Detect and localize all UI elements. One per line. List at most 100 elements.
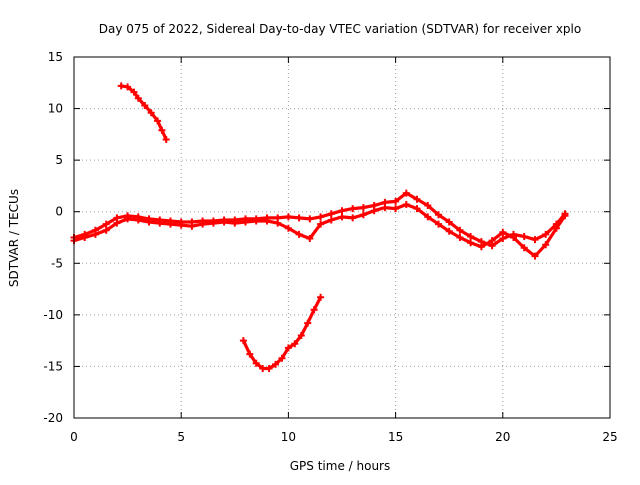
data-point: [445, 218, 453, 226]
y-tick-label: 15: [48, 50, 63, 64]
data-point: [456, 226, 464, 234]
data-point: [413, 195, 421, 203]
data-point: [145, 218, 153, 226]
data-point: [265, 365, 273, 372]
data-point: [402, 201, 410, 208]
data-point: [124, 215, 132, 223]
data-point: [134, 216, 142, 224]
y-tick-label: -20: [43, 411, 63, 425]
data-point: [102, 220, 110, 228]
data-point: [542, 241, 550, 249]
data-point: [220, 218, 228, 226]
data-point: [246, 350, 254, 358]
data-point: [359, 204, 367, 212]
data-point: [158, 126, 166, 134]
data-point: [370, 207, 378, 215]
y-axis-label: SDTVAR / TECUs: [7, 189, 21, 287]
data-point: [306, 235, 314, 242]
x-tick-label: 25: [602, 430, 617, 444]
data-point: [488, 237, 496, 245]
data-point: [141, 102, 149, 109]
data-point: [552, 224, 560, 232]
data-point: [147, 109, 155, 117]
x-tick-label: 20: [495, 430, 510, 444]
data-point: [306, 215, 314, 223]
data-point: [274, 219, 282, 227]
data-point: [531, 252, 539, 260]
data-point: [242, 218, 249, 226]
y-tick-labels: -20 -15 -10 -5 0 5 10 15: [43, 50, 63, 425]
data-point: [304, 319, 312, 327]
data-point: [310, 306, 318, 314]
data-point: [499, 228, 507, 236]
data-point: [338, 207, 346, 215]
data-point: [209, 219, 217, 227]
data-point: [284, 224, 292, 232]
data-point: [349, 214, 357, 222]
data-point: [188, 222, 196, 230]
data-point: [295, 230, 303, 238]
data-point: [117, 82, 125, 90]
data-point: [338, 213, 346, 221]
data-point: [327, 210, 335, 218]
y-tick-label: 5: [55, 153, 63, 167]
data-point: [252, 359, 260, 367]
plot-frame: [73, 56, 611, 419]
chart-title: Day 075 of 2022, Sidereal Day-to-day VTE…: [99, 22, 581, 36]
y-tick-label: -10: [43, 308, 63, 322]
data-point: [467, 239, 475, 247]
data-point: [531, 236, 539, 244]
data-point: [413, 205, 421, 213]
data-point: [327, 216, 335, 224]
y-tick-label: -15: [43, 359, 63, 373]
data-point: [154, 117, 162, 125]
data-point: [295, 214, 303, 222]
data-point: [381, 204, 389, 212]
data-point: [456, 234, 464, 241]
data-point: [510, 234, 517, 241]
data-point: [477, 243, 485, 251]
data-point: [317, 213, 325, 221]
data-point: [402, 189, 410, 197]
x-tick-label: 0: [70, 430, 78, 444]
data-point: [113, 219, 121, 227]
y-tick-label: 10: [48, 102, 63, 116]
data-point: [278, 354, 286, 362]
x-tick-labels: 0 5 10 15 20 25: [70, 430, 617, 444]
data-point: [134, 94, 142, 102]
data-point: [259, 365, 267, 372]
data-point: [424, 202, 432, 209]
data-point: [359, 211, 367, 219]
x-axis-label: GPS time / hours: [290, 459, 391, 473]
data-point: [124, 83, 132, 91]
x-tick-label: 10: [281, 430, 296, 444]
x-tick-label: 15: [388, 430, 403, 444]
x-tick-label: 5: [177, 430, 185, 444]
data-point: [349, 205, 357, 213]
data-point: [317, 220, 325, 228]
data-point: [81, 234, 89, 241]
data-point: [297, 332, 305, 339]
data-point: [520, 244, 528, 252]
data-point: [252, 217, 260, 225]
data-point: [177, 221, 185, 229]
data-point: [102, 226, 110, 234]
data-point: [561, 212, 569, 220]
data-point: [284, 344, 292, 352]
data-point: [424, 213, 432, 221]
data-point: [284, 213, 292, 221]
data-point: [239, 337, 247, 345]
data-point: [435, 211, 442, 219]
data-point: [392, 197, 400, 205]
data-series: [70, 82, 569, 372]
y-tick-label: -5: [51, 256, 63, 270]
data-point: [392, 205, 400, 213]
data-point: [317, 293, 325, 301]
data-point: [162, 136, 170, 143]
data-point: [435, 220, 442, 228]
data-point: [499, 235, 507, 242]
data-point: [199, 220, 207, 228]
